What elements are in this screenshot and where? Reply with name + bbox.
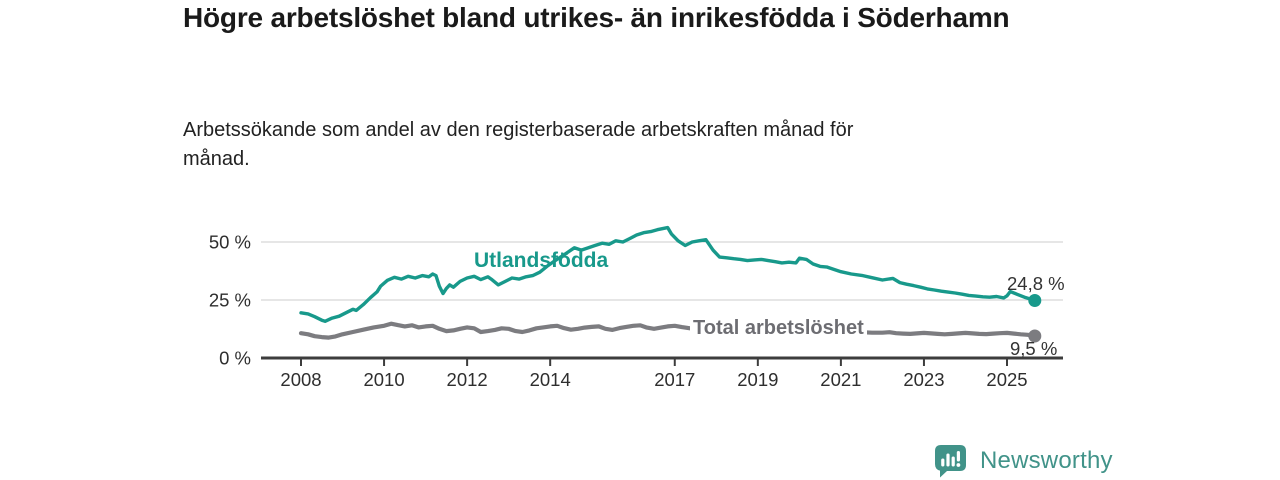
x-axis-tick-label: 2012 — [447, 369, 488, 390]
end-value-label-total: 9,5 % — [1010, 338, 1058, 359]
series-end-dot-0 — [1028, 294, 1042, 307]
series-end-dot-1 — [1028, 329, 1042, 343]
end-value-label-utlandsfodda: 24,8 % — [1007, 273, 1065, 294]
x-axis-tick-label: 2019 — [737, 369, 778, 390]
newsworthy-logo-text: Newsworthy — [980, 447, 1113, 474]
page-title: Högre arbetslöshet bland utrikes- än inr… — [183, 2, 1010, 33]
y-axis-tick-label: 25 % — [209, 290, 251, 311]
series-label-total-arbetsloshet: Total arbetslöshet — [690, 317, 867, 340]
x-axis-tick-label: 2025 — [986, 369, 1027, 390]
x-axis-tick-label: 2008 — [280, 369, 321, 390]
series-line-1 — [298, 321, 1037, 340]
bar-chart-speech-bubble-icon — [935, 445, 966, 478]
newsworthy-logo[interactable]: Newsworthy — [934, 444, 1113, 478]
x-axis-tick-label: 2023 — [903, 369, 944, 390]
chart-subtitle: Arbetssökande som andel av den registerb… — [183, 119, 854, 170]
x-axis-tick-label: 2021 — [820, 369, 861, 390]
series-line-0 — [299, 225, 1037, 323]
y-axis-tick-label: 0 % — [219, 348, 251, 369]
x-axis-tick-label: 2010 — [363, 369, 404, 390]
y-axis-tick-label: 50 % — [209, 232, 251, 253]
series-label-utlandsfodda: Utlandsfödda — [474, 249, 609, 272]
x-axis-tick-label: 2014 — [530, 369, 571, 390]
x-axis-tick-label: 2017 — [654, 369, 695, 390]
